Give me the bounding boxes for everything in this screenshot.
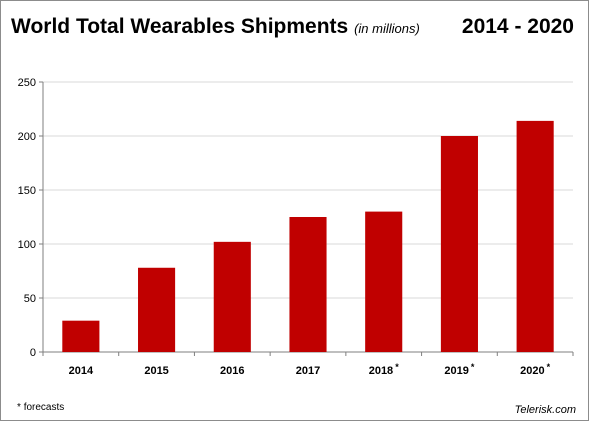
bar-2017 (289, 217, 327, 352)
forecast-footnote: * forecasts (17, 402, 64, 413)
y-tick-label: 100 (18, 239, 36, 251)
bar-2018 (365, 211, 403, 352)
x-tick-label: 2018 * (369, 362, 399, 377)
bar-2019 (440, 136, 478, 352)
y-tick-label: 50 (24, 293, 36, 305)
chart-subtitle: (in millions) (354, 21, 420, 36)
x-tick-label: 2015 (144, 365, 168, 377)
y-tick-label: 200 (18, 131, 36, 143)
x-tick-label: 2017 (296, 365, 320, 377)
y-tick-label: 150 (18, 185, 36, 197)
bar-2015 (138, 267, 176, 352)
bar-2016 (213, 241, 251, 352)
source-credit: Telerisk.com (514, 404, 576, 416)
bar-2020 (516, 120, 554, 352)
forecast-marker: * (471, 362, 475, 372)
chart-title: World Total Wearables Shipments (in mill… (11, 15, 420, 39)
footnote-marker: * (17, 402, 21, 413)
y-tick-label: 250 (18, 77, 36, 89)
forecast-marker: * (395, 362, 399, 372)
bar-2014 (62, 320, 100, 352)
x-tick-label: 2020 * (520, 362, 550, 377)
chart-title-text: World Total Wearables Shipments (11, 15, 349, 38)
x-tick-label: 2019 * (444, 362, 474, 377)
footnote-text: forecasts (23, 402, 65, 413)
chart-period: 2014 - 2020 (461, 15, 574, 38)
x-tick-label: 2014 (69, 365, 94, 377)
forecast-marker: * (547, 362, 551, 372)
x-tick-label: 2016 (220, 365, 244, 377)
y-tick-label: 0 (30, 347, 36, 359)
bar-chart: 0 50 100 150 200 250 2014 2015 2016 2017 2018 * 2019… (18, 77, 574, 377)
